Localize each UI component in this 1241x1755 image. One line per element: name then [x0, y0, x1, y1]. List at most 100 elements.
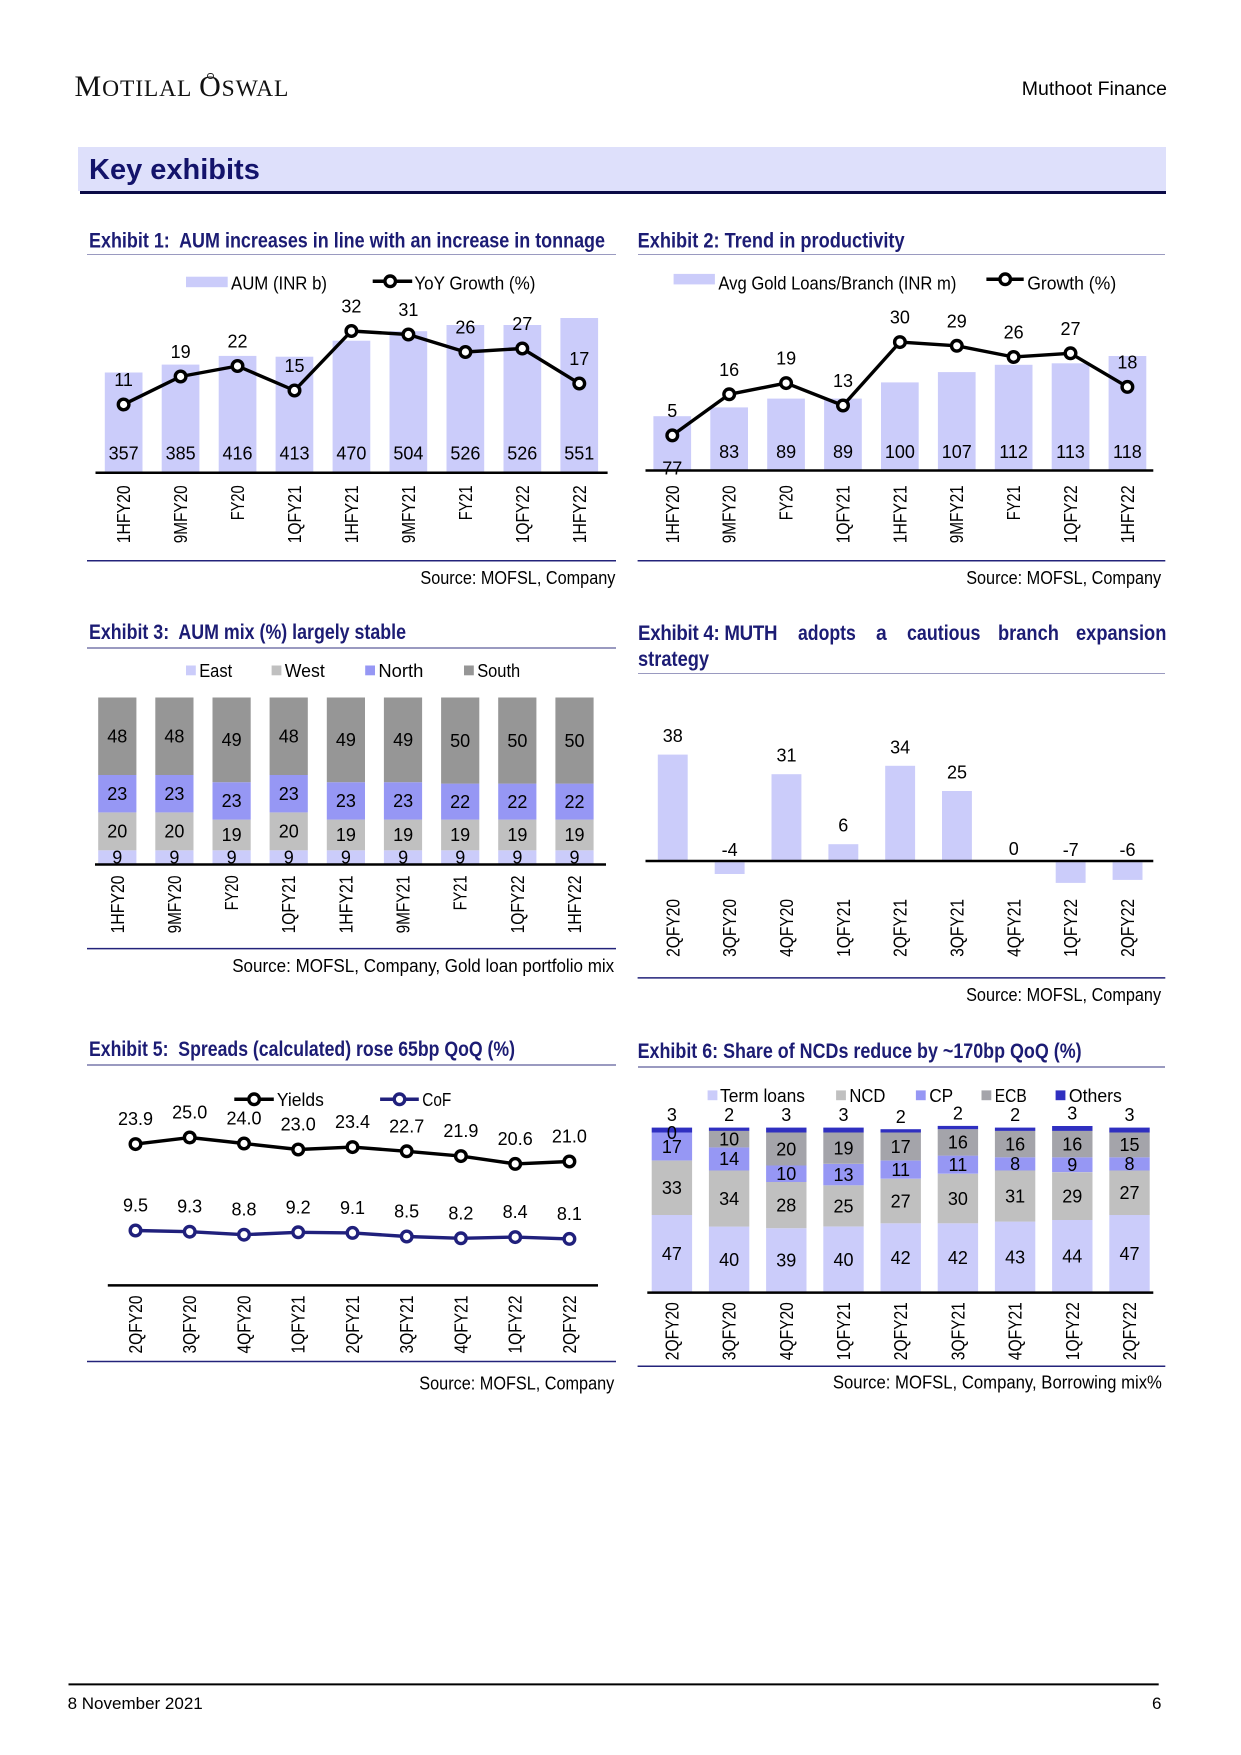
svg-text:17: 17 [891, 1137, 911, 1157]
svg-text:23.9: 23.9 [118, 1109, 153, 1129]
svg-text:19: 19 [336, 825, 356, 845]
svg-text:9.2: 9.2 [286, 1197, 311, 1217]
svg-text:8: 8 [1124, 1154, 1134, 1174]
svg-text:20: 20 [279, 822, 299, 842]
svg-text:26: 26 [455, 318, 475, 338]
svg-text:3QFY20: 3QFY20 [180, 1296, 200, 1354]
svg-text:1QFY21: 1QFY21 [834, 485, 854, 543]
svg-text:19: 19 [171, 342, 191, 362]
svg-text:526: 526 [507, 443, 537, 463]
svg-text:Exhibit 1: AUM increases in l: Exhibit 1: AUM increases in line with an… [89, 230, 605, 253]
svg-text:49: 49 [336, 730, 356, 750]
svg-text:Yields: Yields [277, 1090, 324, 1110]
svg-text:29: 29 [947, 311, 967, 331]
svg-text:3QFY20: 3QFY20 [720, 1302, 740, 1360]
svg-text:25: 25 [833, 1196, 853, 1216]
svg-text:33: 33 [662, 1178, 682, 1198]
svg-text:NCD: NCD [849, 1086, 885, 1106]
svg-text:48: 48 [164, 727, 184, 747]
svg-text:East: East [199, 661, 232, 681]
svg-text:11: 11 [949, 1155, 968, 1175]
svg-text:6: 6 [838, 816, 848, 836]
svg-text:107: 107 [942, 442, 972, 462]
svg-text:526: 526 [450, 443, 480, 463]
svg-text:CP: CP [929, 1086, 953, 1106]
svg-text:5: 5 [667, 401, 677, 421]
svg-text:47: 47 [662, 1244, 682, 1264]
svg-text:1QFY22: 1QFY22 [1061, 485, 1081, 543]
svg-text:4QFY20: 4QFY20 [777, 899, 797, 957]
svg-text:23: 23 [393, 791, 413, 811]
svg-text:-6: -6 [1119, 840, 1135, 860]
svg-text:10: 10 [776, 1164, 796, 1184]
svg-text:20.6: 20.6 [498, 1129, 533, 1149]
svg-text:1HFY22: 1HFY22 [565, 875, 585, 933]
svg-text:8.2: 8.2 [448, 1203, 473, 1223]
svg-text:Exhibit 5: Spreads (calculate: Exhibit 5: Spreads (calculated) rose 65b… [89, 1038, 515, 1061]
svg-text:Growth (%): Growth (%) [1027, 274, 1116, 294]
svg-text:23: 23 [222, 791, 242, 811]
svg-text:1HFY21: 1HFY21 [342, 485, 362, 543]
svg-text:30: 30 [890, 308, 910, 328]
svg-text:15: 15 [1119, 1135, 1139, 1155]
svg-text:40: 40 [719, 1250, 739, 1270]
svg-text:17: 17 [569, 349, 589, 369]
svg-text:-7: -7 [1063, 840, 1079, 860]
svg-text:31: 31 [1005, 1186, 1025, 1206]
svg-text:1QFY21: 1QFY21 [834, 899, 854, 957]
svg-text:8.5: 8.5 [394, 1202, 419, 1222]
svg-text:16: 16 [719, 360, 739, 380]
svg-text:49: 49 [393, 730, 413, 750]
svg-text:39: 39 [776, 1251, 796, 1271]
svg-text:83: 83 [719, 442, 739, 462]
svg-text:FY21: FY21 [1004, 485, 1024, 520]
svg-text:89: 89 [776, 442, 796, 462]
svg-text:1HFY21: 1HFY21 [336, 875, 356, 933]
svg-text:2QFY22: 2QFY22 [1120, 1302, 1140, 1360]
svg-text:3QFY20: 3QFY20 [720, 899, 740, 957]
svg-text:3: 3 [1067, 1104, 1077, 1124]
svg-text:32: 32 [341, 297, 361, 317]
svg-text:13: 13 [833, 1165, 853, 1185]
svg-text:0: 0 [667, 1123, 677, 1143]
svg-text:118: 118 [1113, 442, 1142, 462]
svg-text:ECB: ECB [995, 1086, 1027, 1106]
svg-text:4QFY20: 4QFY20 [235, 1296, 255, 1354]
svg-text:43: 43 [1005, 1247, 1025, 1267]
svg-text:9: 9 [112, 848, 122, 868]
svg-text:29: 29 [1062, 1186, 1082, 1206]
svg-text:9MFY20: 9MFY20 [720, 485, 740, 543]
svg-text:West: West [285, 661, 325, 681]
svg-text:19: 19 [507, 825, 527, 845]
svg-text:CoF: CoF [422, 1090, 451, 1110]
svg-text:1HFY22: 1HFY22 [570, 485, 590, 543]
svg-text:2: 2 [724, 1105, 734, 1125]
svg-text:27: 27 [1060, 319, 1080, 339]
svg-text:3QFY21: 3QFY21 [948, 1302, 968, 1360]
svg-text:2QFY20: 2QFY20 [126, 1296, 146, 1354]
svg-text:100: 100 [885, 442, 915, 462]
svg-text:1QFY21: 1QFY21 [279, 875, 299, 933]
svg-text:48: 48 [279, 727, 299, 747]
svg-text:27: 27 [512, 314, 532, 334]
svg-text:48: 48 [107, 727, 127, 747]
svg-text:0: 0 [1009, 839, 1019, 859]
svg-text:AUM (INR b): AUM (INR b) [231, 274, 327, 294]
svg-text:2QFY20: 2QFY20 [663, 899, 683, 957]
svg-text:2QFY20: 2QFY20 [662, 1302, 682, 1360]
svg-text:1QFY22: 1QFY22 [506, 1296, 526, 1354]
svg-text:1QFY21: 1QFY21 [285, 485, 305, 543]
svg-text:23.0: 23.0 [281, 1115, 316, 1135]
svg-text:1QFY22: 1QFY22 [1063, 1302, 1083, 1360]
svg-text:21.0: 21.0 [552, 1127, 587, 1147]
svg-text:20: 20 [776, 1139, 796, 1159]
svg-text:South: South [477, 661, 520, 681]
svg-text:9: 9 [284, 848, 294, 868]
svg-text:Avg Gold Loans/Branch (INR m): Avg Gold Loans/Branch (INR m) [718, 274, 956, 294]
svg-text:2: 2 [896, 1107, 906, 1127]
svg-text:Exhibit 6: Share of NCDs reduc: Exhibit 6: Share of NCDs reduce by ~170b… [638, 1040, 1082, 1063]
svg-text:13: 13 [833, 371, 853, 391]
svg-text:16: 16 [1062, 1134, 1082, 1154]
svg-text:8.1: 8.1 [557, 1204, 582, 1224]
svg-text:16: 16 [948, 1133, 968, 1153]
